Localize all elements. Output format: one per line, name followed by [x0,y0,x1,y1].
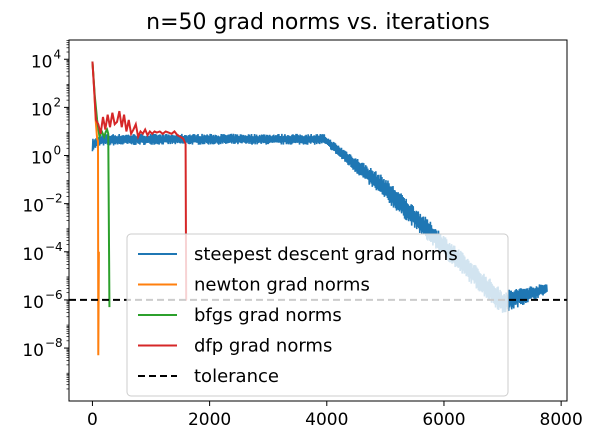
x-tick-label: 0 [87,410,98,430]
y-tick-label: 10 [22,245,44,265]
y-tick-exponent: −8 [45,336,63,350]
legend-label: dfp grad norms [194,336,332,357]
x-tick-label: 8000 [540,410,583,430]
legend-label: bfgs grad norms [194,305,342,326]
x-tick-label: 2000 [188,410,231,430]
y-tick-label: 10 [31,52,53,72]
y-tick-exponent: −4 [45,240,63,254]
x-tick-label: 4000 [305,410,348,430]
y-tick-label: 10 [22,197,44,217]
chart-title: n=50 grad norms vs. iterations [146,10,490,35]
legend-label: tolerance [194,366,279,387]
y-tick-label: 10 [31,149,53,169]
series-dfp-grad-norms [91,61,188,301]
y-tick-label: 10 [31,100,53,120]
y-tick-exponent: −2 [45,192,63,206]
x-tick-label: 6000 [422,410,465,430]
y-tick-label: 10 [22,293,44,313]
y-tick-exponent: −6 [45,288,63,302]
legend-box [126,233,509,397]
legend-label: steepest descent grad norms [194,244,458,265]
legend-label: newton grad norms [194,275,370,296]
y-tick-exponent: 4 [54,47,62,61]
y-tick-exponent: 0 [54,144,62,158]
y-tick-label: 10 [22,341,44,361]
y-tick-exponent: 2 [54,95,62,109]
legend: steepest descent grad norms newton grad n… [126,233,509,397]
